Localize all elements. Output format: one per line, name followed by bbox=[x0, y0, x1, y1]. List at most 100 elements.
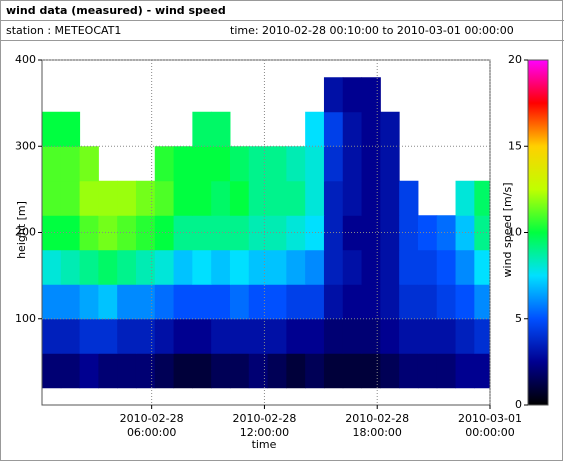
heat-cell bbox=[192, 249, 212, 285]
heat-cell bbox=[211, 249, 231, 285]
colorbar bbox=[527, 59, 549, 406]
heat-cell bbox=[361, 77, 381, 113]
heat-cell bbox=[417, 215, 438, 251]
heat-cell bbox=[154, 146, 175, 182]
heat-cell bbox=[361, 111, 381, 147]
heat-cell bbox=[361, 353, 381, 389]
heat-cell bbox=[98, 318, 118, 354]
x-tick-label: 2010-02-28 12:00:00 bbox=[232, 412, 296, 439]
heat-cell bbox=[474, 284, 491, 320]
heat-cell bbox=[248, 180, 269, 216]
heat-cell bbox=[380, 111, 400, 147]
heat-cell bbox=[135, 353, 156, 389]
heat-cell bbox=[79, 146, 99, 182]
colorbar-tick-label: 0 bbox=[515, 398, 522, 411]
heat-cell bbox=[380, 353, 400, 389]
heat-cell bbox=[380, 146, 400, 182]
heat-cell bbox=[323, 111, 344, 147]
heat-cell bbox=[399, 249, 419, 285]
heat-cell bbox=[42, 318, 62, 354]
heat-cell bbox=[135, 284, 156, 320]
heat-cell bbox=[380, 318, 400, 354]
heat-cell bbox=[42, 353, 62, 389]
y-tick-label: 100 bbox=[15, 312, 36, 325]
heat-cell bbox=[229, 318, 250, 354]
heat-cell bbox=[323, 77, 344, 113]
heat-cell bbox=[361, 180, 381, 216]
heat-cell bbox=[380, 249, 400, 285]
heat-cell bbox=[173, 318, 193, 354]
heat-cell bbox=[192, 318, 212, 354]
heat-cell bbox=[42, 284, 62, 320]
heat-cell bbox=[154, 318, 175, 354]
heat-cell bbox=[455, 180, 475, 216]
heat-cell bbox=[211, 146, 231, 182]
heat-cell bbox=[455, 318, 475, 354]
heat-cell bbox=[267, 215, 287, 251]
heat-cell bbox=[323, 284, 344, 320]
heat-cell bbox=[323, 249, 344, 285]
heat-cell bbox=[117, 180, 137, 216]
heat-cell bbox=[229, 146, 250, 182]
heat-cell bbox=[286, 318, 306, 354]
heat-cell bbox=[361, 146, 381, 182]
heat-cell bbox=[417, 249, 438, 285]
heat-cell bbox=[229, 284, 250, 320]
x-tick-label: 2010-02-28 18:00:00 bbox=[345, 412, 409, 439]
heat-cell bbox=[98, 180, 118, 216]
heat-cell bbox=[380, 284, 400, 320]
heat-cell bbox=[79, 215, 99, 251]
heat-cell bbox=[305, 111, 325, 147]
heat-cell bbox=[305, 249, 325, 285]
heat-cell bbox=[399, 353, 419, 389]
heat-cell bbox=[436, 353, 457, 389]
heat-cell bbox=[79, 249, 99, 285]
heat-cell bbox=[305, 146, 325, 182]
heat-cell bbox=[60, 215, 81, 251]
heat-cell bbox=[323, 318, 344, 354]
colorbar-tick-label: 5 bbox=[515, 312, 522, 325]
heat-cell bbox=[361, 284, 381, 320]
heat-cell bbox=[42, 146, 62, 182]
heat-cell bbox=[417, 318, 438, 354]
heat-cell bbox=[211, 180, 231, 216]
heat-cell bbox=[192, 215, 212, 251]
x-tick-label: 2010-03-01 00:00:00 bbox=[458, 412, 522, 439]
heat-cell bbox=[117, 249, 137, 285]
heat-cell bbox=[79, 180, 99, 216]
heat-cell bbox=[286, 284, 306, 320]
heat-cell bbox=[417, 284, 438, 320]
heat-cell bbox=[436, 284, 457, 320]
heat-cell bbox=[436, 249, 457, 285]
heat-cell bbox=[135, 215, 156, 251]
y-axis-label: height [m] bbox=[15, 201, 28, 259]
heat-cell bbox=[60, 180, 81, 216]
heat-cell bbox=[154, 215, 175, 251]
heat-cell bbox=[286, 215, 306, 251]
heat-cell bbox=[323, 146, 344, 182]
y-tick-label: 300 bbox=[15, 139, 36, 152]
heat-cell bbox=[211, 353, 231, 389]
heat-cell bbox=[79, 284, 99, 320]
heat-cell bbox=[342, 249, 363, 285]
heat-cell bbox=[342, 77, 363, 113]
heat-cell bbox=[286, 249, 306, 285]
heat-cell bbox=[267, 353, 287, 389]
heat-cell bbox=[361, 249, 381, 285]
colorbar-label: wind speed [m/s] bbox=[501, 183, 514, 278]
heat-cell bbox=[267, 180, 287, 216]
heat-cell bbox=[342, 180, 363, 216]
heat-cell bbox=[42, 249, 62, 285]
heat-cell bbox=[42, 111, 62, 147]
heat-cell bbox=[98, 353, 118, 389]
heat-cell bbox=[474, 180, 491, 216]
heat-cell bbox=[248, 318, 269, 354]
heat-cell bbox=[117, 284, 137, 320]
heat-cell bbox=[173, 146, 193, 182]
heat-cell bbox=[323, 180, 344, 216]
heat-cell bbox=[248, 353, 269, 389]
heat-cell bbox=[60, 146, 81, 182]
heat-cell bbox=[229, 249, 250, 285]
y-tick-label: 200 bbox=[15, 226, 36, 239]
heat-cell bbox=[305, 215, 325, 251]
